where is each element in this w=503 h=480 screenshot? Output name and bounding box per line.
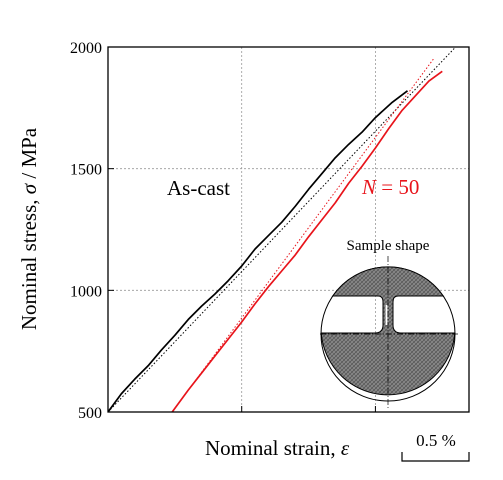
scale-bar: 0.5 %	[401, 431, 470, 462]
series-label-as-cast: As-cast	[167, 176, 230, 200]
y-tick-label: 2000	[70, 40, 102, 57]
sample-shape-inset: Sample shape	[320, 238, 460, 408]
inset-title: Sample shape	[347, 238, 430, 254]
y-axis-label: Nominal stress, σ / MPa	[17, 127, 41, 330]
series-line-1	[171, 70, 443, 412]
scale-bar-label: 0.5 %	[416, 431, 456, 450]
data-curves	[108, 70, 443, 412]
series-label-n50: N = 50	[361, 175, 419, 199]
fit-lines	[108, 47, 456, 412]
series-line-0	[108, 90, 409, 412]
plot-frame	[107, 46, 470, 413]
x-axis-label: Nominal strain, ε	[205, 436, 350, 460]
y-tick-label: 1500	[70, 162, 102, 179]
y-tick-label: 1000	[70, 283, 102, 300]
y-tick-label: 500	[78, 405, 102, 422]
y-ticks: 500 1000 1500 2000	[70, 40, 376, 422]
